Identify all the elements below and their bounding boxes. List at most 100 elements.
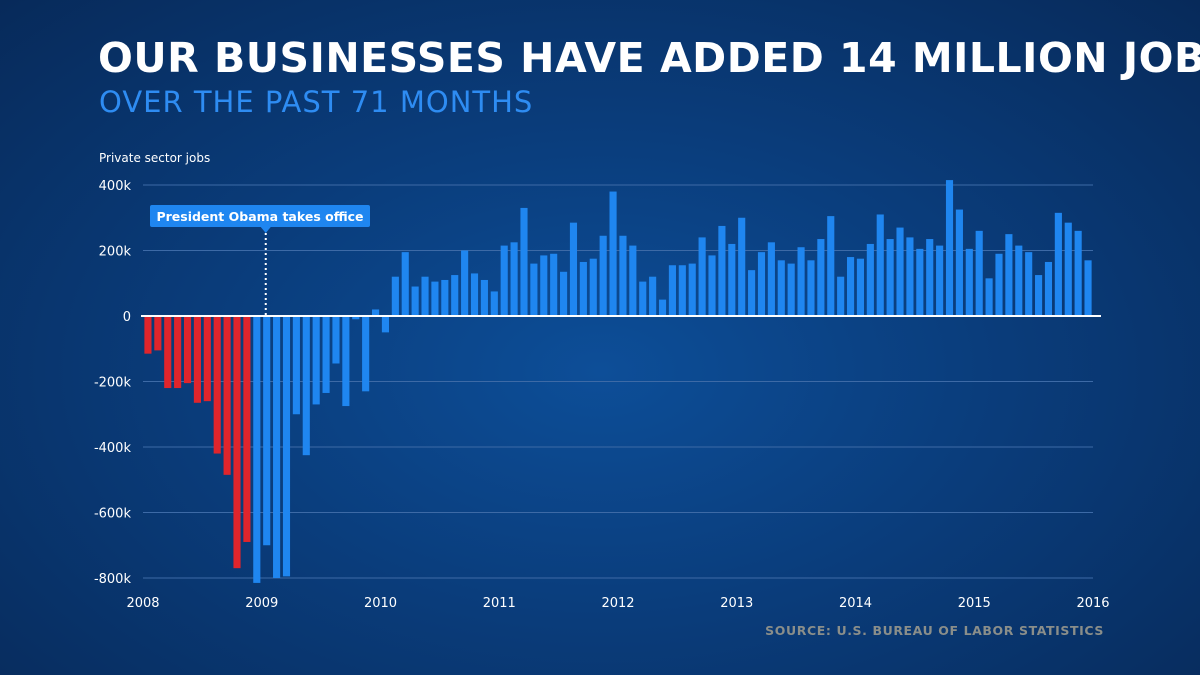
bar — [728, 243, 736, 316]
bar — [154, 316, 162, 351]
y-tick-label: 200k — [99, 245, 132, 260]
bar — [431, 281, 439, 316]
bar — [668, 265, 676, 316]
bar — [985, 278, 993, 316]
bar — [292, 316, 300, 415]
bar — [718, 225, 726, 316]
bar — [995, 253, 1003, 316]
y-tick-label: 0 — [123, 310, 131, 325]
bar — [787, 263, 795, 316]
bar — [846, 257, 855, 316]
annotation-pointer — [260, 227, 271, 233]
y-tick-label: -600k — [94, 507, 132, 522]
x-tick-label: 2014 — [839, 596, 872, 611]
bar — [886, 239, 894, 316]
bar — [916, 248, 924, 316]
bar — [619, 235, 627, 316]
bar — [1074, 230, 1082, 316]
x-tick-label: 2008 — [126, 596, 159, 611]
x-tick-label: 2010 — [364, 596, 397, 611]
y-tick-label: -400k — [94, 441, 132, 456]
bar — [203, 316, 211, 402]
y-axis-label: Private sector jobs — [99, 151, 211, 165]
bar — [322, 316, 330, 393]
bar — [1084, 260, 1092, 316]
bar — [579, 261, 587, 316]
y-tick-label: -800k — [94, 572, 132, 587]
bar — [490, 291, 498, 316]
bar — [391, 276, 399, 316]
bar — [1035, 275, 1043, 316]
bar — [1054, 212, 1062, 316]
bar — [678, 265, 686, 316]
bar — [540, 255, 548, 316]
bar — [748, 270, 756, 316]
bar — [639, 281, 647, 316]
bar — [223, 316, 231, 475]
source-note: SOURCE: U.S. BUREAU OF LABOR STATISTICS — [765, 623, 1104, 638]
annotation: President Obama takes office — [150, 205, 370, 316]
bar — [817, 239, 825, 316]
bar — [560, 271, 568, 316]
bar — [945, 180, 954, 316]
bar — [856, 258, 865, 316]
x-tick-label: 2013 — [720, 596, 753, 611]
bar — [866, 243, 874, 316]
bar — [1044, 261, 1053, 316]
y-tick-labels: 400k 200k 0 -200k -400k -600k -800k — [94, 179, 132, 587]
bar — [282, 316, 291, 577]
bar — [797, 247, 805, 316]
bar — [698, 237, 706, 316]
bar — [480, 279, 488, 316]
bar — [837, 276, 845, 316]
page-subtitle: OVER THE PAST 71 MONTHS — [99, 85, 534, 119]
bar — [362, 316, 370, 392]
x-tick-label: 2016 — [1076, 596, 1109, 611]
bar — [777, 260, 785, 316]
bar — [896, 227, 904, 316]
y-tick-label: 400k — [99, 179, 132, 194]
bar — [461, 250, 469, 316]
bar — [1064, 222, 1072, 316]
bar — [183, 316, 192, 384]
bar — [599, 235, 607, 316]
bar — [164, 316, 172, 389]
bar — [233, 316, 241, 569]
y-tick-label: -200k — [94, 376, 132, 391]
bar — [1005, 234, 1013, 316]
bar — [629, 245, 637, 316]
bar — [441, 279, 449, 316]
bar — [510, 242, 518, 316]
bar — [1025, 252, 1033, 316]
bar — [144, 316, 152, 354]
bar — [738, 217, 746, 316]
bar — [530, 263, 538, 316]
bar — [609, 191, 617, 316]
bar — [193, 316, 201, 403]
page-title: OUR BUSINESSES HAVE ADDED 14 MILLION JOB… — [98, 34, 1200, 82]
x-tick-label: 2011 — [483, 596, 516, 611]
bar — [174, 316, 182, 389]
bar — [876, 214, 884, 316]
bar — [955, 209, 963, 316]
bar — [708, 255, 716, 316]
bar — [926, 239, 934, 316]
bar — [965, 248, 973, 316]
bar — [589, 258, 597, 316]
bar — [649, 276, 657, 316]
bar — [401, 252, 409, 316]
bar — [550, 253, 558, 316]
bar — [451, 275, 459, 316]
annotation-label-box — [150, 205, 370, 227]
bar — [906, 237, 914, 316]
bar — [253, 316, 261, 583]
annotation-text: President Obama takes office — [156, 209, 363, 224]
bar — [520, 207, 528, 316]
bar — [975, 230, 983, 316]
x-tick-label: 2009 — [245, 596, 278, 611]
x-tick-label: 2012 — [601, 596, 634, 611]
bar — [569, 222, 578, 316]
bar — [352, 316, 360, 320]
bar — [371, 309, 380, 316]
